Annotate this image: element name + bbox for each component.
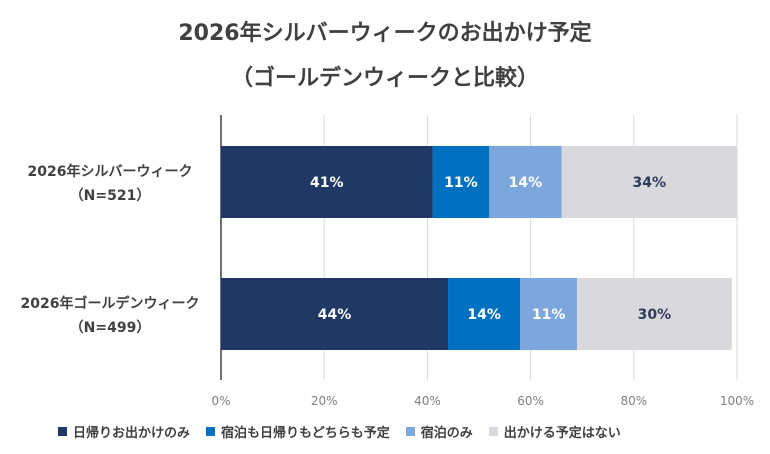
x-tick-label: 100% — [720, 394, 754, 408]
category-label: 2026年シルバーウィーク — [28, 163, 193, 180]
bar-segment — [221, 278, 449, 350]
data-label: 41% — [310, 175, 344, 191]
bar-segment — [577, 278, 732, 350]
category-label: 2026年ゴールデンウィーク — [21, 295, 200, 312]
legend-swatch — [405, 427, 415, 436]
legend-item: 日帰りお出かけのみ — [58, 422, 190, 441]
legend-swatch — [488, 427, 498, 436]
legend-item: 宿泊のみ — [405, 422, 473, 441]
data-label: 14% — [467, 307, 501, 323]
x-tick-label: 40% — [414, 394, 441, 408]
legend-item: 出かける予定はない — [488, 422, 621, 441]
bar-segment — [520, 278, 578, 350]
bar-segment — [561, 146, 737, 218]
bar-segment — [448, 278, 521, 350]
legend-label: 日帰りお出かけのみ — [73, 426, 191, 441]
category-sample-size: （N=499） — [70, 320, 151, 336]
legend-label: 宿泊も日帰りもどちらも予定 — [221, 426, 390, 441]
legend: 日帰りお出かけのみ 宿泊も日帰りもどちらも予定 宿泊のみ 出かける予定はない — [58, 422, 621, 441]
legend-label: 宿泊のみ — [420, 426, 473, 441]
data-label: 11% — [444, 175, 478, 191]
x-tick-label: 20% — [311, 394, 338, 408]
data-label: 30% — [638, 307, 672, 323]
bar-segment — [221, 146, 433, 218]
chart-title: 2026年シルバーウィークのお出かけ予定 — [178, 21, 592, 46]
bar-segment — [489, 146, 562, 218]
legend-label: 出かける予定はない — [503, 426, 621, 441]
data-label: 34% — [633, 175, 667, 191]
data-label: 44% — [318, 307, 352, 323]
legend-swatch — [58, 427, 67, 436]
chart-subtitle: （ゴールデンウィークと比較） — [230, 66, 539, 91]
x-tick-label: 60% — [517, 394, 544, 408]
x-tick-label: 0% — [211, 394, 230, 408]
data-label: 11% — [532, 307, 566, 323]
category-sample-size: （N=521） — [70, 188, 151, 204]
legend-item: 宿泊も日帰りもどちらも予定 — [206, 422, 390, 441]
x-tick-label: 80% — [620, 394, 647, 408]
bar-segment — [432, 146, 490, 218]
legend-swatch — [206, 427, 216, 436]
data-label: 14% — [509, 175, 543, 191]
